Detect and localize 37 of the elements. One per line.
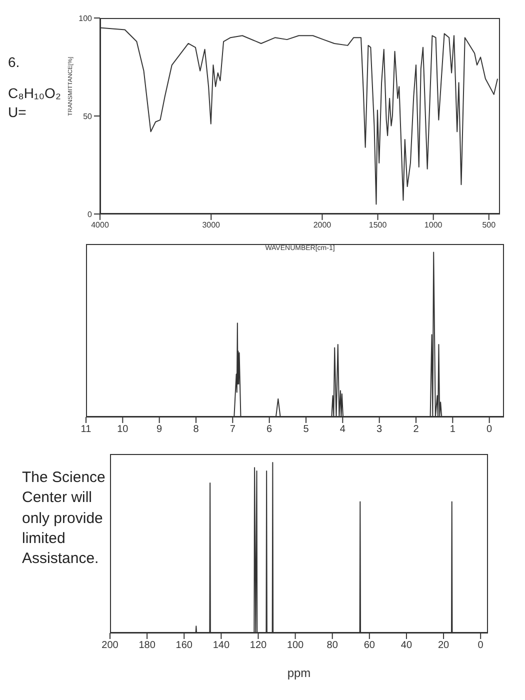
text: The Science Center will only provide limited Assistance. bbox=[22, 468, 106, 569]
x-tick-label: 0 bbox=[486, 424, 493, 436]
x-tick-label: 9 bbox=[156, 424, 163, 436]
x-tick-label: 200 bbox=[102, 640, 119, 652]
y-tick-label: 50 bbox=[83, 112, 93, 121]
x-tick-label: 1000 bbox=[424, 220, 443, 230]
x-tick-label: 80 bbox=[326, 640, 338, 652]
text: U= bbox=[8, 102, 28, 122]
x-axis-title: ppm bbox=[287, 666, 311, 680]
x-tick-label: 1 bbox=[450, 424, 456, 436]
x-tick-label: 4000 bbox=[91, 220, 110, 230]
text: C₈H₁₀O₂ bbox=[8, 84, 62, 103]
x-tick-label: 3 bbox=[376, 424, 383, 436]
x-tick-label: 10 bbox=[117, 424, 129, 436]
x-tick-label: 180 bbox=[138, 640, 156, 652]
x-tick-label: 40 bbox=[400, 640, 412, 652]
x-tick-label: 160 bbox=[176, 640, 193, 652]
x-tick-label: 2 bbox=[413, 424, 420, 436]
y-tick-label: 100 bbox=[78, 14, 93, 23]
x-tick-label: 0 bbox=[478, 640, 484, 652]
x-tick-label: 6 bbox=[266, 424, 273, 436]
x-tick-label: 1500 bbox=[368, 220, 388, 230]
x-tick-label: 100 bbox=[286, 640, 304, 652]
x-tick-label: 11 bbox=[80, 424, 92, 436]
x-tick-label: 8 bbox=[193, 424, 200, 436]
x-tick-label: 7 bbox=[230, 424, 236, 436]
x-tick-label: 120 bbox=[250, 640, 268, 652]
x-tick-label: 5 bbox=[303, 424, 310, 436]
x-tick-label: 3000 bbox=[202, 220, 221, 230]
x-tick-label: 500 bbox=[482, 220, 496, 230]
text: 6. bbox=[8, 53, 21, 72]
x-tick-label: 140 bbox=[212, 640, 230, 652]
x-tick-label: 2000 bbox=[313, 220, 332, 230]
y-tick-label: 0 bbox=[88, 210, 93, 219]
x-tick-label: 20 bbox=[438, 640, 450, 652]
x-tick-label: 4 bbox=[340, 424, 346, 436]
x-tick-label: 60 bbox=[364, 640, 376, 652]
